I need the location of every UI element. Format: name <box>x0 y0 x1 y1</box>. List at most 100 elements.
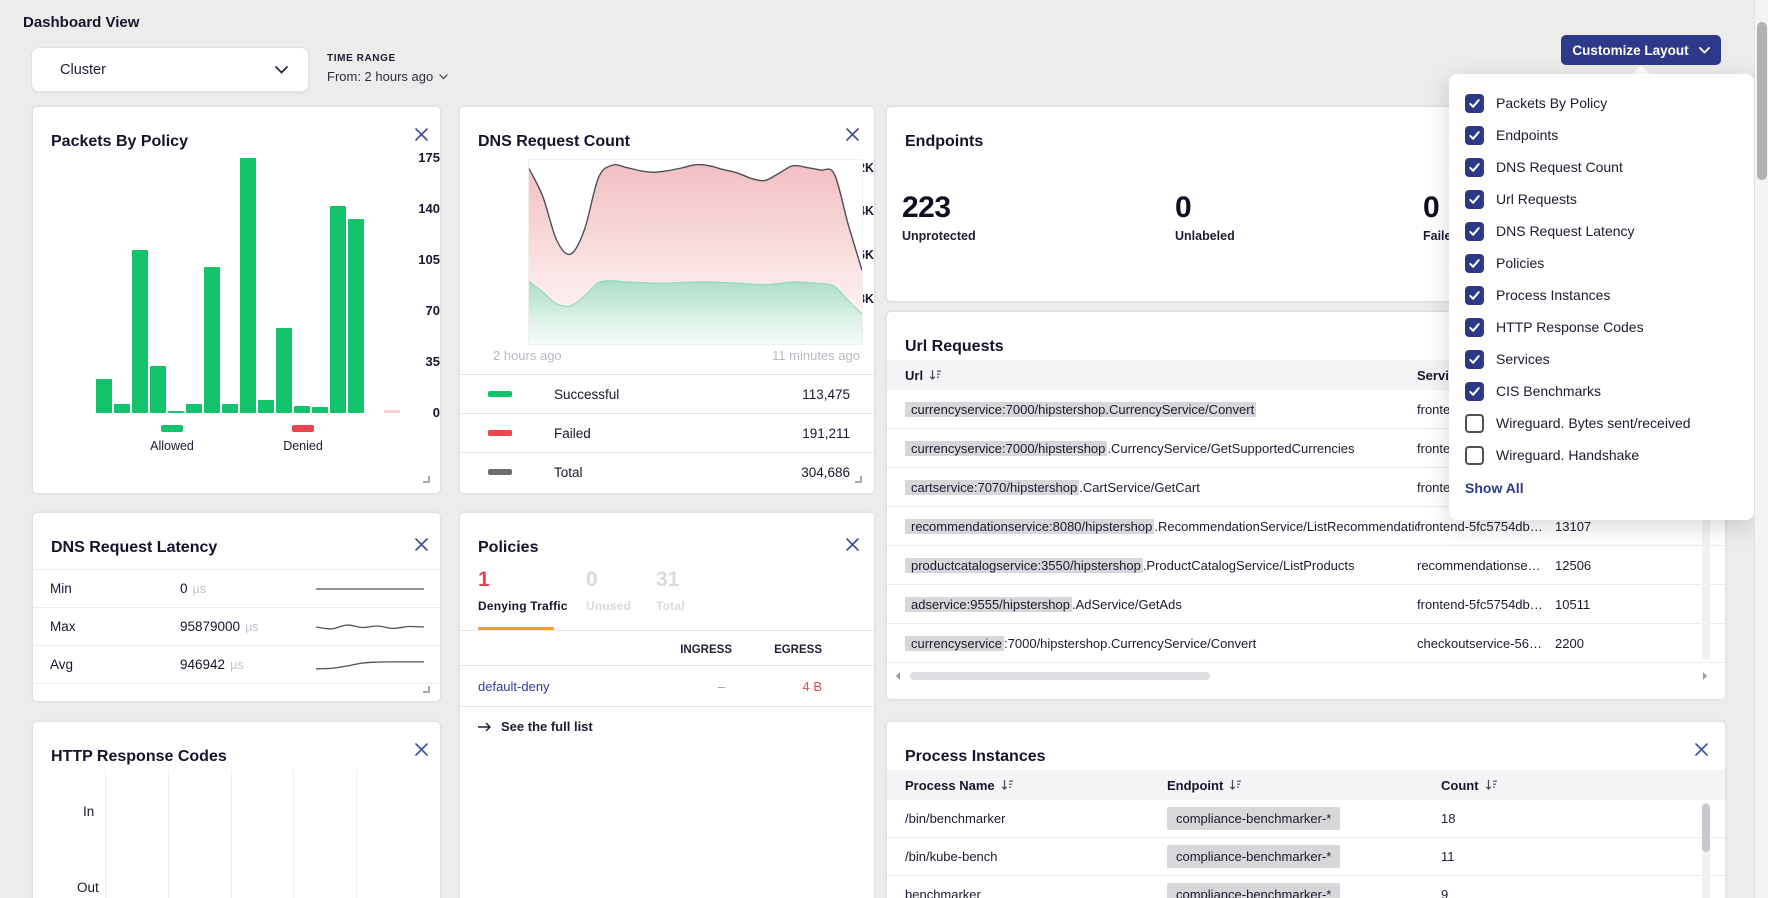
menu-item-http-response-codes[interactable]: HTTP Response Codes <box>1449 311 1754 343</box>
card-http-response-codes: HTTP Response Codes In Out <box>33 722 440 898</box>
chevron-down-icon <box>275 65 288 74</box>
stat-label: Unprotected <box>902 229 976 243</box>
close-icon[interactable] <box>1693 742 1709 758</box>
bar-allowed <box>150 366 166 413</box>
bar-allowed <box>312 407 328 413</box>
x-axis-label-start: 2 hours ago <box>493 348 562 363</box>
scrollbar-thumb[interactable] <box>910 672 1210 680</box>
count-cell: 9 <box>1441 887 1449 898</box>
scroll-left-icon[interactable] <box>892 672 900 680</box>
horizontal-scrollbar[interactable] <box>892 670 1711 682</box>
url-text: .AdService/GetAds <box>1072 596 1182 612</box>
menu-item-dns-request-count[interactable]: DNS Request Count <box>1449 151 1754 183</box>
page-scrollbar[interactable] <box>1754 0 1768 898</box>
menu-item-label: HTTP Response Codes <box>1496 319 1644 335</box>
sort-icon <box>1001 780 1013 790</box>
menu-item-url-requests[interactable]: Url Requests <box>1449 183 1754 215</box>
url-highlight: productcatalogservice:3550/hipstershop <box>905 557 1143 573</box>
resize-handle[interactable] <box>855 476 862 483</box>
resize-handle[interactable] <box>423 686 430 693</box>
column-header-url[interactable]: Url <box>905 368 1417 383</box>
bar-allowed <box>240 158 256 413</box>
bar-allowed <box>348 219 364 413</box>
resize-handle[interactable] <box>423 476 430 483</box>
scrollbar-thumb[interactable] <box>1702 804 1710 852</box>
url-highlight: currencyservice:7000/hipstershop <box>905 440 1108 456</box>
close-icon[interactable] <box>413 537 429 553</box>
card-process-instances: Process Instances Process Name Endpoint … <box>887 722 1725 898</box>
checkbox-checked-icon[interactable] <box>1465 381 1484 401</box>
checkbox-checked-icon[interactable] <box>1465 93 1484 113</box>
sparkline <box>316 661 424 670</box>
checkbox-unchecked-icon[interactable] <box>1465 445 1484 465</box>
time-range-from[interactable]: From: 2 hours ago <box>327 69 448 84</box>
checkbox-unchecked-icon[interactable] <box>1465 413 1484 433</box>
url-text: :7000/hipstershop.CurrencyService/Conver… <box>1004 635 1257 651</box>
menu-item-label: Endpoints <box>1496 127 1559 143</box>
gridline <box>356 770 357 898</box>
table-row: cartservice:7070/hipstershop .CartService… <box>887 468 1725 507</box>
menu-item-packets-by-policy[interactable]: Packets By Policy <box>1449 87 1754 119</box>
tab-unused[interactable]: 0 Unused <box>586 569 631 613</box>
column-header-process-name[interactable]: Process Name <box>905 778 1167 793</box>
close-icon[interactable] <box>413 742 429 758</box>
table-row: benchmarker compliance-benchmarker-* 9 <box>887 876 1725 898</box>
checkbox-checked-icon[interactable] <box>1465 349 1484 369</box>
see-full-list-link[interactable]: See the full list <box>478 719 593 734</box>
menu-item-wireguard-handshake[interactable]: Wireguard. Handshake <box>1449 439 1754 471</box>
menu-item-dns-request-latency[interactable]: DNS Request Latency <box>1449 215 1754 247</box>
table-row: productcatalogservice:3550/hipstershop .P… <box>887 546 1725 585</box>
column-header-endpoint[interactable]: Endpoint <box>1167 778 1441 793</box>
close-icon[interactable] <box>844 127 860 143</box>
scroll-right-icon[interactable] <box>1703 672 1711 680</box>
vertical-scrollbar[interactable] <box>1702 802 1710 898</box>
checkbox-checked-icon[interactable] <box>1465 125 1484 145</box>
url-text: .CurrencyService/GetSupportedCurrencies <box>1107 440 1355 456</box>
bar-allowed <box>294 406 310 413</box>
process-name-cell: benchmarker <box>905 887 981 898</box>
card-packets-by-policy: Packets By Policy 175 140 105 70 35 0 Allowed… <box>33 107 440 493</box>
menu-item-cis-benchmarks[interactable]: CIS Benchmarks <box>1449 375 1754 407</box>
menu-item-policies[interactable]: Policies <box>1449 247 1754 279</box>
menu-item-wireguard-bytes-sent-received[interactable]: Wireguard. Bytes sent/received <box>1449 407 1754 439</box>
latency-label: Min <box>50 581 72 596</box>
divider <box>460 665 874 666</box>
menu-item-label: Wireguard. Bytes sent/received <box>1496 415 1691 431</box>
category-label-in: In <box>83 804 95 819</box>
view-selector[interactable]: Cluster <box>31 47 309 92</box>
latency-value: 946942 <box>180 657 226 672</box>
url-cell: adservice:9555/hipstershop .AdService/Get… <box>905 596 1417 612</box>
menu-item-endpoints[interactable]: Endpoints <box>1449 119 1754 151</box>
show-all-link[interactable]: Show All <box>1465 480 1524 496</box>
tab-total[interactable]: 31 Total <box>656 569 685 613</box>
checkbox-checked-icon[interactable] <box>1465 157 1484 177</box>
chevron-down-icon <box>1698 46 1710 54</box>
scrollbar-thumb[interactable] <box>1757 22 1767 180</box>
sort-icon <box>1485 780 1497 790</box>
checkbox-checked-icon[interactable] <box>1465 253 1484 273</box>
customize-layout-button[interactable]: Customize Layout <box>1561 35 1721 65</box>
card-title: DNS Request Latency <box>51 539 218 557</box>
menu-item-process-instances[interactable]: Process Instances <box>1449 279 1754 311</box>
page-title: Dashboard View <box>23 14 140 31</box>
policy-name-link[interactable]: default-deny <box>478 679 550 694</box>
see-full-list-label: See the full list <box>501 719 593 734</box>
gridline <box>105 770 106 898</box>
checkbox-checked-icon[interactable] <box>1465 317 1484 337</box>
close-icon[interactable] <box>844 537 860 553</box>
legend-label: Total <box>554 464 583 480</box>
tab-denying-traffic[interactable]: 1 Denying Traffic <box>478 569 568 613</box>
category-label-out: Out <box>77 880 99 895</box>
close-icon[interactable] <box>413 127 429 143</box>
menu-item-services[interactable]: Services <box>1449 343 1754 375</box>
column-header-count[interactable]: Count <box>1441 778 1725 793</box>
checkbox-checked-icon[interactable] <box>1465 189 1484 209</box>
endpoint-cell: compliance-benchmarker-* <box>1167 883 1441 898</box>
checkbox-checked-icon[interactable] <box>1465 285 1484 305</box>
count-cell: 11 <box>1441 849 1455 864</box>
legend-row-successful: Successful 113,475 <box>460 374 874 413</box>
checkbox-checked-icon[interactable] <box>1465 221 1484 241</box>
time-range-from-value: From: 2 hours ago <box>327 69 434 84</box>
policy-row: default-deny – 4 B <box>460 666 874 706</box>
